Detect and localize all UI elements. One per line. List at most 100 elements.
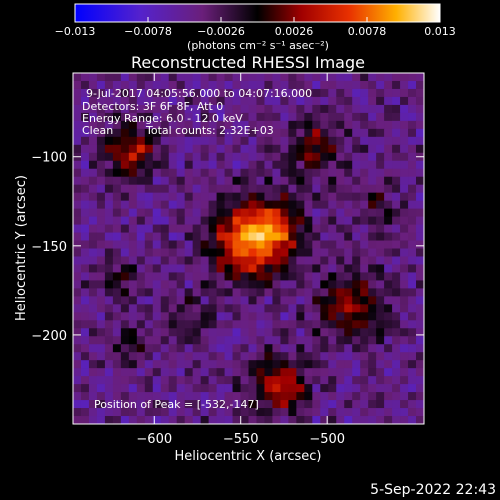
heatmap-cell — [73, 208, 82, 217]
heatmap-cell — [264, 248, 273, 257]
heatmap-cell — [168, 272, 178, 281]
heatmap-cell — [264, 192, 273, 202]
heatmap-cell — [160, 73, 170, 82]
heatmap-cell — [80, 368, 90, 377]
heatmap-cell — [176, 120, 186, 130]
heatmap-cell — [160, 128, 170, 138]
heatmap-cell — [96, 280, 106, 289]
heatmap-cell — [160, 296, 170, 305]
heatmap-cell — [384, 80, 393, 90]
heatmap-cell — [112, 272, 122, 281]
heatmap-cell — [96, 400, 106, 409]
heatmap-cell — [160, 360, 170, 369]
heatmap-cell — [176, 368, 186, 377]
heatmap-cell — [224, 272, 233, 281]
heatmap-cell — [112, 232, 122, 241]
heatmap-cell — [256, 312, 265, 321]
heatmap-cell — [224, 168, 233, 178]
heatmap-cell — [240, 416, 249, 424]
heatmap-cell — [208, 136, 217, 146]
heatmap-cell — [200, 376, 210, 385]
heatmap-cell — [360, 224, 369, 233]
heatmap-cell — [304, 144, 313, 154]
heatmap-cell — [376, 384, 385, 393]
heatmap-cell — [168, 88, 178, 98]
heatmap-cell — [280, 248, 289, 257]
heatmap-cell — [73, 224, 82, 233]
heatmap-cell — [296, 312, 305, 321]
heatmap-cell — [160, 384, 170, 393]
heatmap-cell — [176, 296, 186, 305]
heatmap-cell — [384, 168, 393, 178]
heatmap-cell — [272, 336, 281, 345]
heatmap-cell — [208, 208, 217, 217]
heatmap-cell — [248, 376, 257, 385]
heatmap-cell — [144, 88, 154, 98]
heatmap-cell — [200, 216, 210, 225]
heatmap-cell — [408, 184, 417, 194]
heatmap-cell — [304, 384, 313, 393]
heatmap-cell — [248, 360, 257, 369]
heatmap-cell — [360, 384, 369, 393]
heatmap-cell — [128, 240, 138, 249]
heatmap-cell — [184, 152, 194, 162]
heatmap-cell — [400, 104, 409, 114]
colorbar-unit-label: (photons cm⁻² s⁻¹ asec⁻²) — [187, 39, 329, 52]
heatmap-cell — [120, 256, 130, 265]
heatmap-cell — [80, 128, 90, 138]
heatmap-cell — [160, 280, 170, 289]
heatmap-cell — [368, 224, 377, 233]
heatmap-cell — [152, 88, 162, 98]
heatmap-cell — [160, 176, 170, 186]
heatmap-cell — [416, 168, 424, 178]
heatmap-cell — [144, 360, 154, 369]
heatmap-cell — [176, 168, 186, 178]
heatmap-cell — [208, 320, 217, 329]
heatmap-cell — [200, 416, 210, 424]
heatmap-cell — [384, 176, 393, 186]
heatmap-cell — [80, 408, 90, 417]
heatmap-cell — [104, 88, 114, 98]
heatmap-cell — [184, 240, 194, 249]
heatmap-cell — [144, 184, 154, 194]
heatmap-cell — [256, 256, 265, 265]
heatmap-cell — [360, 344, 369, 353]
heatmap-cell — [272, 168, 281, 178]
heatmap-cell — [136, 400, 146, 409]
heatmap-cell — [224, 216, 233, 225]
heatmap-cell — [200, 400, 210, 409]
heatmap-cell — [232, 264, 241, 273]
heatmap-cell — [336, 408, 345, 417]
heatmap-cell — [264, 400, 273, 409]
heatmap-cell — [88, 360, 98, 369]
heatmap-cell — [80, 200, 90, 210]
heatmap-cell — [224, 280, 233, 289]
heatmap-cell — [160, 88, 170, 98]
heatmap-cell — [384, 304, 393, 313]
heatmap-cell — [320, 264, 329, 273]
heatmap-cell — [408, 176, 417, 186]
heatmap-cell — [240, 120, 249, 130]
heatmap-cell — [376, 232, 385, 241]
heatmap-cell — [216, 240, 225, 249]
heatmap-cell — [160, 376, 170, 385]
heatmap-cell — [312, 296, 321, 305]
heatmap-cell — [344, 208, 353, 217]
heatmap-cell — [344, 176, 353, 186]
heatmap-cell — [248, 336, 257, 345]
heatmap-cell — [80, 80, 90, 90]
heatmap-cell — [88, 168, 98, 178]
heatmap-cell — [240, 280, 249, 289]
heatmap-cell — [376, 73, 385, 82]
heatmap-cell — [296, 336, 305, 345]
heatmap-cell — [80, 176, 90, 186]
heatmap-cell — [168, 240, 178, 249]
heatmap-cell — [272, 240, 281, 249]
heatmap-cell — [376, 336, 385, 345]
heatmap-cell — [344, 400, 353, 409]
heatmap-cell — [152, 232, 162, 241]
heatmap-cell — [328, 376, 337, 385]
heatmap-cell — [192, 160, 202, 170]
heatmap-cell — [304, 400, 313, 409]
heatmap-cell — [88, 112, 98, 122]
